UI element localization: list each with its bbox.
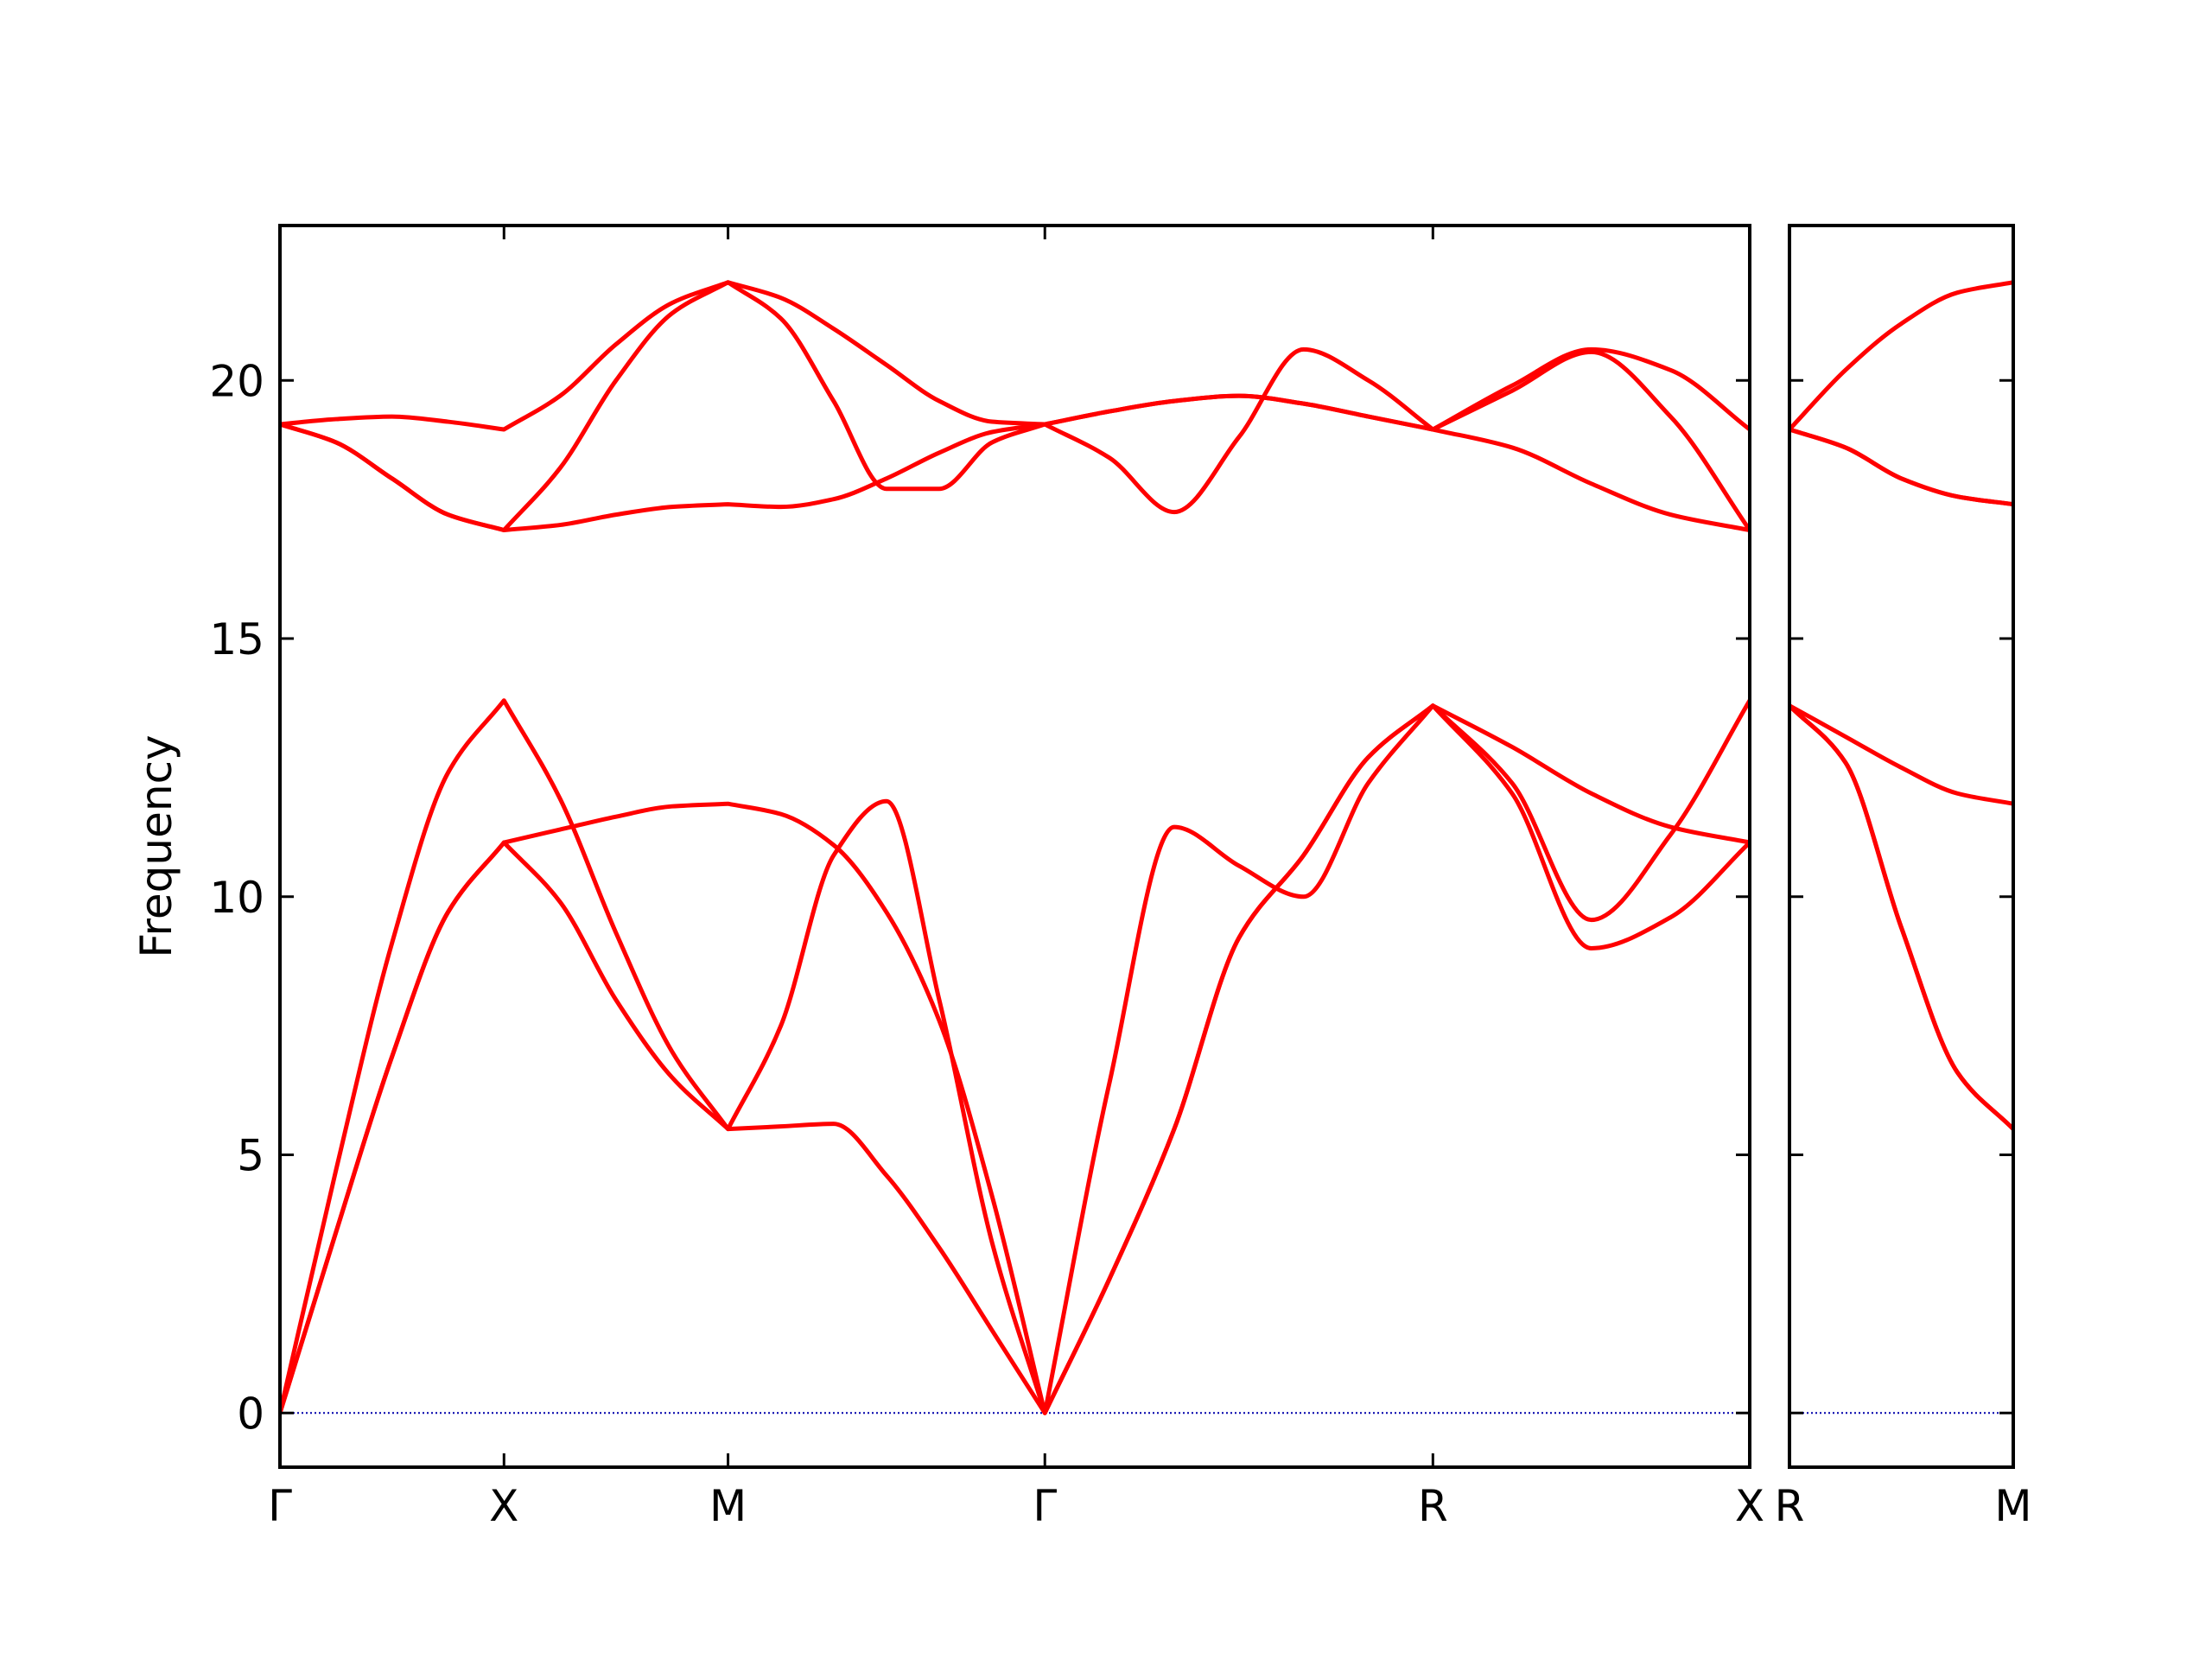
axes-frame: [1788, 224, 2015, 1469]
y-tick-label: 15: [209, 614, 264, 664]
y-tick-label: 0: [237, 1389, 264, 1439]
band-line: [1789, 280, 2013, 431]
band-line: [280, 280, 1750, 432]
band-line: [280, 346, 1750, 533]
x-tick-label: M: [709, 1481, 747, 1531]
y-axis-label: Frequency: [131, 734, 181, 957]
x-tick-label: X: [489, 1481, 518, 1531]
x-tick-label: M: [1994, 1481, 2031, 1531]
band-line: [280, 703, 1750, 1415]
y-tick-label: 20: [209, 356, 264, 406]
band-line: [280, 698, 1750, 1415]
x-tick-label: R: [1775, 1481, 1805, 1531]
y-tick-label: 5: [237, 1131, 264, 1181]
y-tick-label: 10: [209, 873, 264, 923]
axes-frame: [278, 224, 1751, 1469]
x-tick-label: Γ: [1033, 1481, 1057, 1531]
band-line: [1789, 703, 2013, 806]
band-line: [1789, 427, 2013, 507]
band-line: [1789, 703, 2013, 1131]
x-tick-label: Γ: [268, 1481, 292, 1531]
x-tick-label: R: [1418, 1481, 1448, 1531]
panel: 0 5 10 15 20 Γ X M Γ R X Frequency: [131, 224, 1764, 1531]
x-tick-label: X: [1735, 1481, 1764, 1531]
band-line: [280, 280, 1750, 533]
